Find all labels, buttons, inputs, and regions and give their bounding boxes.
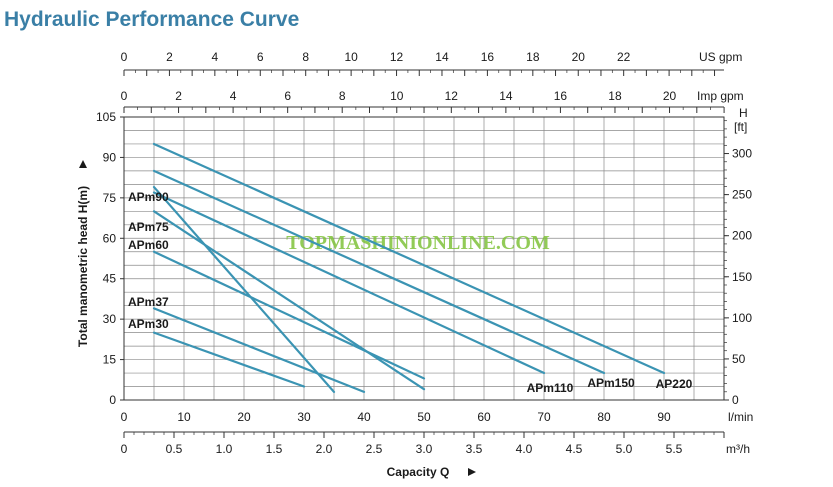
y-tick-label: 45 — [103, 272, 117, 286]
lmin-tick-label: 80 — [597, 410, 611, 424]
m3h-tick-label: 3.5 — [466, 442, 483, 456]
ft-tick-label: 150 — [732, 270, 752, 284]
grid — [123, 116, 725, 401]
lmin-tick-label: 50 — [417, 410, 431, 424]
m3h-tick-label: 1.0 — [216, 442, 233, 456]
series-label-apm150: APm150 — [587, 376, 635, 390]
curve-ap220 — [152, 142, 666, 375]
m3h-tick-label: 5.0 — [616, 442, 633, 456]
curves — [152, 142, 666, 394]
us-gpm-tick-label: 4 — [212, 50, 219, 64]
m3h-tick-label: 1.5 — [266, 442, 283, 456]
curve-apm75 — [152, 210, 426, 391]
m3h-tick-label: 2.0 — [316, 442, 333, 456]
us-gpm-tick-label: 20 — [572, 50, 586, 64]
y-tick-label: 105 — [96, 110, 116, 124]
imp-gpm-tick-label: 10 — [390, 89, 404, 103]
x-axis-arrow-icon — [468, 468, 476, 476]
y-tick-label: 15 — [103, 353, 117, 367]
us-gpm-tick-label: 16 — [481, 50, 495, 64]
imp-gpm-unit: Imp gpm — [697, 89, 744, 103]
lmin-tick-label: 10 — [177, 410, 191, 424]
x-axis-label: Capacity Q — [387, 465, 450, 479]
lmin-tick-label: 90 — [657, 410, 671, 424]
lmin-unit: l/min — [728, 410, 753, 424]
m3h-tick-label: 5.5 — [666, 442, 683, 456]
us-gpm-tick-label: 22 — [617, 50, 631, 64]
m3h-unit: m³/h — [726, 442, 750, 456]
imp-gpm-tick-label: 4 — [230, 89, 237, 103]
us-gpm-tick-label: 14 — [435, 50, 449, 64]
y-tick-label: 0 — [109, 393, 116, 407]
series-label-apm37: APm37 — [128, 295, 169, 309]
y-axis-label: Total manometric head H(m) — [76, 186, 90, 347]
imp-gpm-tick-label: 0 — [121, 89, 128, 103]
y-tick-label: 30 — [103, 312, 117, 326]
m3h-tick-label: 0 — [121, 442, 128, 456]
m3h-tick-label: 4.0 — [516, 442, 533, 456]
m3h-tick-label: 2.5 — [366, 442, 383, 456]
lmin-tick-label: 70 — [537, 410, 551, 424]
y-axis-arrow-icon — [79, 160, 87, 168]
imp-gpm-tick-label: 6 — [284, 89, 291, 103]
imp-gpm-tick-label: 8 — [339, 89, 346, 103]
y-tick-label: 60 — [103, 231, 117, 245]
m3h-tick-label: 0.5 — [166, 442, 183, 456]
ft-tick-label: 50 — [732, 352, 746, 366]
curve-apm150 — [152, 169, 606, 375]
ft-axis-unit: [ft] — [734, 120, 747, 134]
us-gpm-tick-label: 0 — [121, 50, 128, 64]
us-gpm-tick-label: 12 — [390, 50, 404, 64]
watermark-text: TOPMASHINIONLINE.COM — [286, 232, 550, 254]
m3h-tick-label: 4.5 — [566, 442, 583, 456]
curve-apm37 — [152, 307, 366, 394]
ft-tick-label: 0 — [732, 393, 739, 407]
series-label-apm90: APm90 — [128, 190, 169, 204]
curve-apm60 — [152, 250, 426, 380]
series-label-apm30: APm30 — [128, 317, 169, 331]
curve-apm110 — [152, 191, 546, 375]
lmin-tick-label: 20 — [237, 410, 251, 424]
series-label-apm60: APm60 — [128, 238, 169, 252]
imp-gpm-tick-label: 20 — [663, 89, 677, 103]
plot-frame — [123, 116, 725, 401]
ft-tick-label: 250 — [732, 188, 752, 202]
imp-gpm-tick-label: 16 — [554, 89, 568, 103]
ft-tick-label: 200 — [732, 229, 752, 243]
chart-title: Hydraulic Performance Curve — [4, 8, 300, 31]
imp-gpm-tick-label: 14 — [499, 89, 513, 103]
ft-tick-label: 300 — [732, 147, 752, 161]
us-gpm-tick-label: 18 — [526, 50, 540, 64]
ft-axis-top-label: H — [739, 106, 748, 120]
us-gpm-tick-label: 8 — [302, 50, 309, 64]
us-gpm-unit: US gpm — [699, 50, 742, 64]
y-tick-label: 75 — [103, 191, 117, 205]
curve-apm90 — [152, 185, 336, 394]
lmin-tick-label: 0 — [121, 410, 128, 424]
us-gpm-tick-label: 2 — [166, 50, 173, 64]
imp-gpm-tick-label: 18 — [608, 89, 622, 103]
watermark-layer: TOPMASHINIONLINE.COM — [286, 232, 550, 254]
us-gpm-tick-label: 6 — [257, 50, 264, 64]
ft-tick-label: 100 — [732, 311, 752, 325]
curve-apm30 — [152, 331, 306, 388]
m3h-tick-label: 3.0 — [416, 442, 433, 456]
y-tick-label: 90 — [103, 150, 117, 164]
series-label-ap220: AP220 — [656, 377, 693, 391]
series-labels: APm30 APm37 APm60 APm75 APm90 APm110 APm150 AP2… — [128, 190, 693, 395]
series-label-apm110: APm110 — [527, 381, 574, 395]
lmin-tick-label: 40 — [357, 410, 371, 424]
imp-gpm-tick-label: 2 — [175, 89, 182, 103]
lmin-tick-label: 60 — [477, 410, 491, 424]
lmin-tick-label: 30 — [297, 410, 311, 424]
us-gpm-tick-label: 10 — [344, 50, 358, 64]
series-label-apm75: APm75 — [128, 220, 169, 234]
imp-gpm-tick-label: 12 — [445, 89, 459, 103]
